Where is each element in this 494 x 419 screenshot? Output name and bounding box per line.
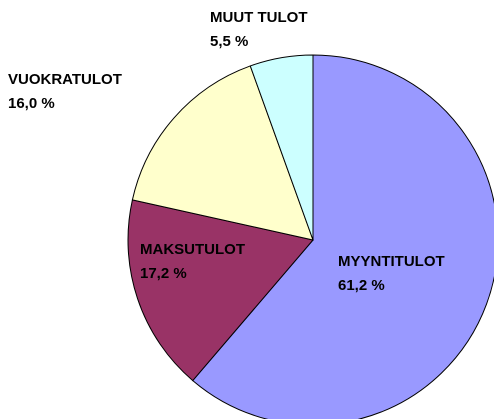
slice-value-label: 5,5 % bbox=[210, 33, 248, 50]
pie-slice bbox=[127, 199, 314, 382]
slice-label: VUOKRATULOT bbox=[8, 71, 122, 88]
slice-value-label: 16,0 % bbox=[8, 95, 55, 112]
pie-slice bbox=[249, 54, 314, 241]
pie-slice bbox=[192, 54, 494, 419]
slice-label: MAKSUTULOT bbox=[140, 241, 245, 258]
slice-value-label: 17,2 % bbox=[140, 265, 187, 282]
slice-value-label: 61,2 % bbox=[338, 277, 385, 294]
pie-slice bbox=[131, 65, 314, 241]
slice-label: MYYNTITULOT bbox=[338, 253, 445, 270]
slice-label: MUUT TULOT bbox=[210, 9, 307, 26]
